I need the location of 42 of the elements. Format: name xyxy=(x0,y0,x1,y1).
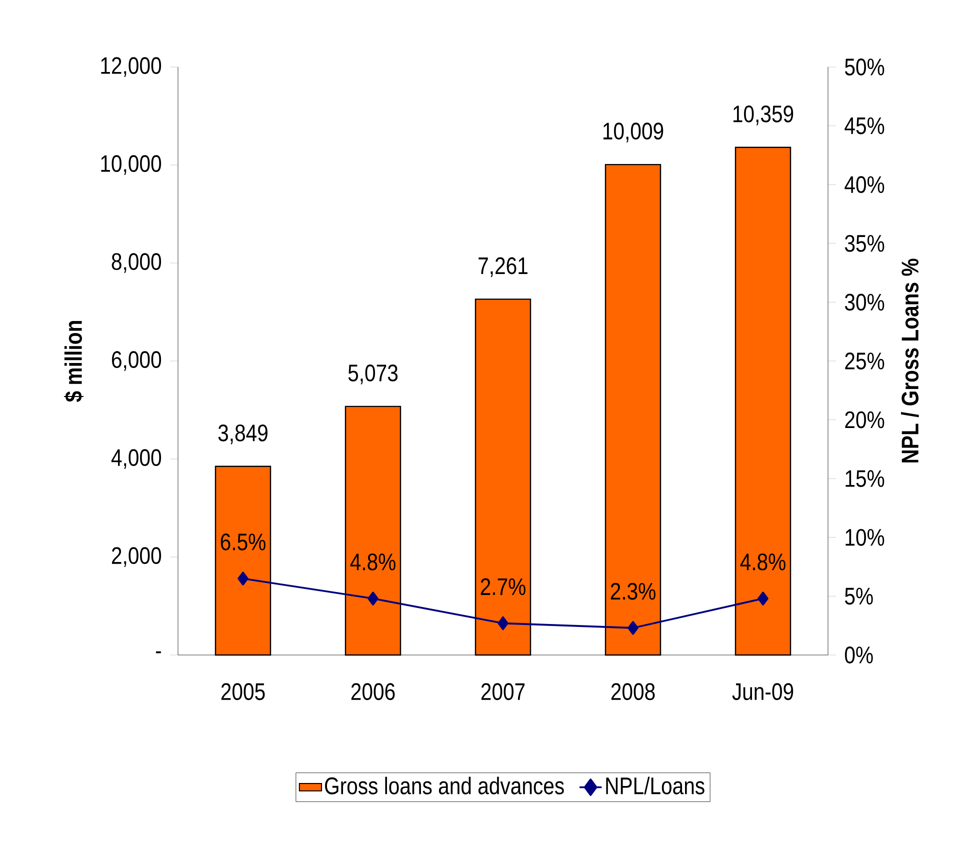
y-axis-title: $ million xyxy=(64,321,84,402)
y-tick-label: 10,000 xyxy=(101,155,162,175)
y-tick-label: 6,000 xyxy=(112,351,162,371)
point xyxy=(498,616,508,630)
y-tick-label: 4,000 xyxy=(111,449,162,469)
data-label: 5,073 xyxy=(348,364,398,384)
data-label: 6.5% xyxy=(220,533,266,550)
y2-tick-label: 0% xyxy=(844,646,873,664)
x-tick-label: 2005 xyxy=(221,683,265,700)
y-tick-label: 8,000 xyxy=(112,253,162,273)
x-tick-label: 2006 xyxy=(351,683,395,700)
point xyxy=(368,592,378,606)
y2-tick-label: 45% xyxy=(844,117,884,134)
y2-tick-label: 10% xyxy=(846,528,884,546)
data-label: 10,009 xyxy=(603,122,664,142)
point xyxy=(758,592,768,606)
y2-tick-label: 30% xyxy=(844,294,884,311)
y-tick-label: - xyxy=(156,651,161,654)
y2-tick-label: 50% xyxy=(844,58,884,76)
point xyxy=(238,572,248,586)
y2-tick-label: 20% xyxy=(845,411,884,428)
y2-tick-label: 35% xyxy=(844,234,884,252)
y2-tick-label: 40% xyxy=(844,176,884,194)
y2-tick-label: 15% xyxy=(846,470,884,488)
point xyxy=(628,621,638,635)
data-label: 7,261 xyxy=(478,257,528,278)
data-label: 3,849 xyxy=(218,424,268,444)
y2-tick-label: 25% xyxy=(845,352,884,370)
y2-tick-label: 5% xyxy=(844,588,873,605)
y-tick-label: 12,000 xyxy=(101,57,162,77)
data-label: 4.8% xyxy=(350,553,396,570)
data-label: 4.8% xyxy=(740,553,786,570)
y-tick-label: 2,000 xyxy=(112,547,162,567)
data-label: 10,359 xyxy=(733,105,794,126)
data-label: 2.7% xyxy=(480,578,526,596)
legend-label: Gross loans and advances xyxy=(325,776,564,794)
legend-label: NPL/Loans xyxy=(606,776,704,794)
y2-axis-title: NPL / Gross Loans % xyxy=(900,258,919,462)
x-tick-label: 2008 xyxy=(611,683,655,700)
x-tick-label: 2007 xyxy=(481,683,525,700)
x-tick-label: Jun-09 xyxy=(732,683,794,700)
data-label: 2.3% xyxy=(610,582,656,600)
